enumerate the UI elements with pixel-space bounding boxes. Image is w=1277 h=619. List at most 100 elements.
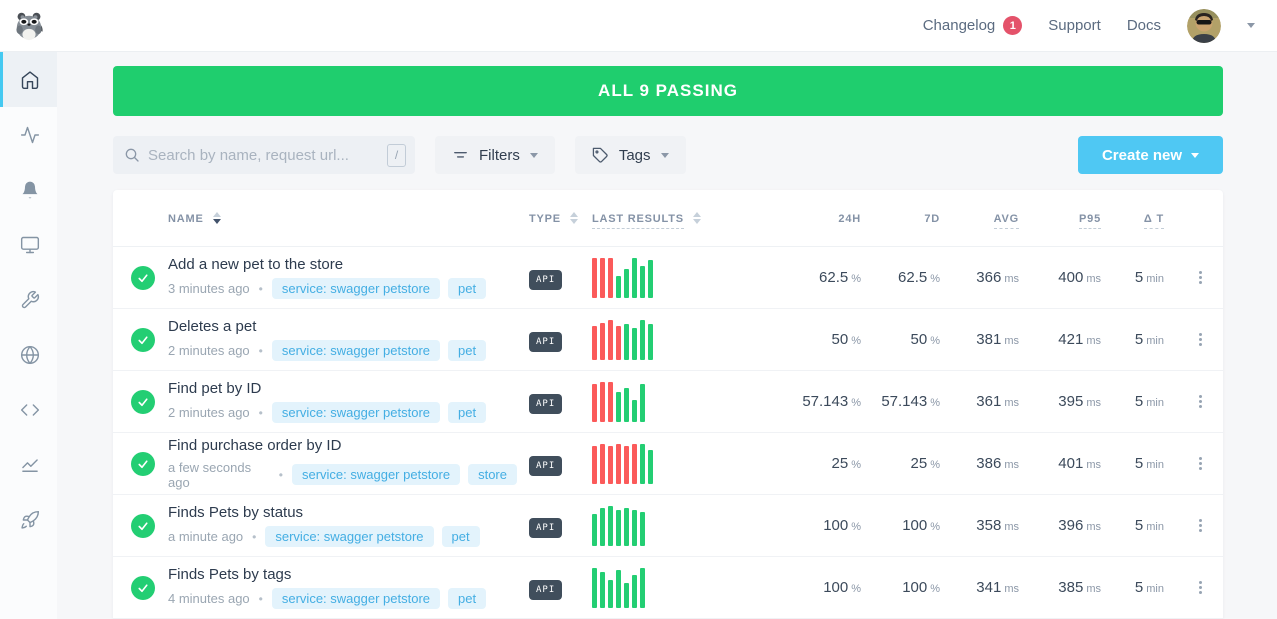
result-bar-pass[interactable] [616, 391, 621, 422]
sidebar-item-snippets[interactable] [0, 382, 57, 437]
result-bar-pass[interactable] [640, 265, 645, 298]
result-bar-fail[interactable] [608, 381, 613, 422]
result-bar-fail[interactable] [600, 257, 605, 298]
tag-pill[interactable]: pet [448, 588, 487, 610]
tag-pill[interactable]: service: swagger petstore [271, 402, 440, 424]
search-box[interactable]: / [113, 136, 415, 174]
header-delta-t[interactable]: Δ T [1101, 209, 1174, 229]
filters-button[interactable]: Filters [435, 136, 555, 174]
result-bar-pass[interactable] [632, 328, 637, 360]
tags-button[interactable]: Tags [574, 136, 686, 174]
tag-pill[interactable]: service: swagger petstore [271, 588, 440, 610]
nav-support[interactable]: Support [1048, 17, 1101, 34]
check-name[interactable]: Add a new pet to the store [168, 255, 344, 273]
app-logo[interactable] [14, 11, 44, 41]
result-bar-pass[interactable] [648, 259, 653, 298]
result-bar-pass[interactable] [616, 275, 621, 298]
result-bar-pass[interactable] [592, 567, 597, 608]
create-new-button[interactable]: Create new [1078, 136, 1223, 174]
result-bar-pass[interactable] [624, 582, 629, 608]
header-avg[interactable]: AVG [940, 209, 1019, 229]
result-bar-pass[interactable] [640, 319, 645, 360]
header-last-results[interactable]: LAST RESULTS [592, 209, 782, 229]
result-bar-pass[interactable] [632, 574, 637, 608]
table-row[interactable]: Add a new pet to the store 3 minutes ago… [113, 247, 1223, 309]
search-input[interactable] [148, 146, 379, 164]
result-bars[interactable] [592, 319, 782, 360]
result-bar-fail[interactable] [624, 445, 629, 484]
result-bar-fail[interactable] [592, 257, 597, 298]
result-bar-fail[interactable] [632, 443, 637, 484]
result-bar-pass[interactable] [648, 324, 653, 360]
result-bar-pass[interactable] [608, 505, 613, 546]
result-bar-fail[interactable] [600, 322, 605, 360]
result-bar-pass[interactable] [624, 507, 629, 546]
tag-pill[interactable]: service: swagger petstore [265, 526, 434, 548]
table-row[interactable]: Find pet by ID 2 minutes ago • service: … [113, 371, 1223, 433]
header-p95[interactable]: P95 [1019, 209, 1101, 229]
result-bar-fail[interactable] [616, 325, 621, 360]
result-bars[interactable] [592, 381, 782, 422]
user-avatar[interactable] [1187, 8, 1221, 43]
tag-pill[interactable]: store [468, 464, 517, 486]
table-row[interactable]: Deletes a pet 2 minutes ago • service: s… [113, 309, 1223, 371]
result-bar-fail[interactable] [592, 325, 597, 360]
sidebar-item-rocket[interactable] [0, 492, 57, 547]
check-name[interactable]: Find purchase order by ID [168, 437, 342, 455]
name-sort-icon[interactable] [212, 211, 221, 224]
sidebar-item-dashboards[interactable] [0, 217, 57, 272]
kebab-menu-icon[interactable] [1196, 516, 1205, 535]
result-bars[interactable] [592, 567, 782, 608]
last-results-sort-icon[interactable] [692, 211, 701, 224]
result-bars[interactable] [592, 505, 782, 546]
check-name[interactable]: Find pet by ID [168, 379, 262, 397]
result-bar-fail[interactable] [608, 257, 613, 298]
result-bar-pass[interactable] [632, 257, 637, 298]
result-bar-pass[interactable] [616, 509, 621, 546]
tag-pill[interactable]: pet [448, 278, 487, 300]
tag-pill[interactable]: service: swagger petstore [271, 340, 440, 362]
result-bar-pass[interactable] [632, 399, 637, 422]
result-bars[interactable] [592, 443, 782, 484]
result-bar-pass[interactable] [640, 567, 645, 608]
result-bar-fail[interactable] [608, 319, 613, 360]
account-menu-caret-icon[interactable] [1247, 23, 1255, 28]
result-bar-pass[interactable] [600, 572, 605, 608]
kebab-menu-icon[interactable] [1196, 330, 1205, 349]
tag-pill[interactable]: pet [448, 340, 487, 362]
table-row[interactable]: Finds Pets by tags 4 minutes ago • servi… [113, 557, 1223, 619]
tag-pill[interactable]: service: swagger petstore [291, 464, 461, 486]
tag-pill[interactable]: pet [448, 402, 487, 424]
result-bar-fail[interactable] [592, 383, 597, 422]
result-bars[interactable] [592, 257, 782, 298]
tag-pill[interactable]: pet [441, 526, 480, 548]
result-bar-pass[interactable] [616, 569, 621, 608]
nav-changelog[interactable]: Changelog 1 [923, 16, 1023, 35]
sidebar-item-home[interactable] [0, 52, 57, 107]
sidebar-item-activity[interactable] [0, 107, 57, 162]
result-bar-fail[interactable] [608, 445, 613, 484]
result-bar-fail[interactable] [616, 443, 621, 484]
result-bar-pass[interactable] [648, 449, 653, 484]
kebab-menu-icon[interactable] [1196, 392, 1205, 411]
status-banner[interactable]: ALL 9 PASSING [113, 66, 1223, 116]
kebab-menu-icon[interactable] [1196, 268, 1205, 287]
result-bar-fail[interactable] [600, 381, 605, 422]
result-bar-fail[interactable] [600, 443, 605, 484]
result-bar-pass[interactable] [640, 443, 645, 484]
check-name[interactable]: Finds Pets by tags [168, 565, 292, 583]
header-name[interactable]: NAME [168, 209, 517, 227]
type-sort-icon[interactable] [569, 211, 578, 224]
result-bar-pass[interactable] [632, 509, 637, 546]
result-bar-fail[interactable] [592, 445, 597, 484]
kebab-menu-icon[interactable] [1196, 578, 1205, 597]
table-row[interactable]: Find purchase order by ID a few seconds … [113, 433, 1223, 495]
result-bar-pass[interactable] [624, 387, 629, 422]
result-bar-pass[interactable] [624, 268, 629, 298]
result-bar-pass[interactable] [640, 511, 645, 546]
nav-docs[interactable]: Docs [1127, 17, 1161, 34]
result-bar-pass[interactable] [640, 383, 645, 422]
sidebar-item-analytics[interactable] [0, 437, 57, 492]
sidebar-item-maintenance[interactable] [0, 272, 57, 327]
result-bar-pass[interactable] [624, 323, 629, 360]
